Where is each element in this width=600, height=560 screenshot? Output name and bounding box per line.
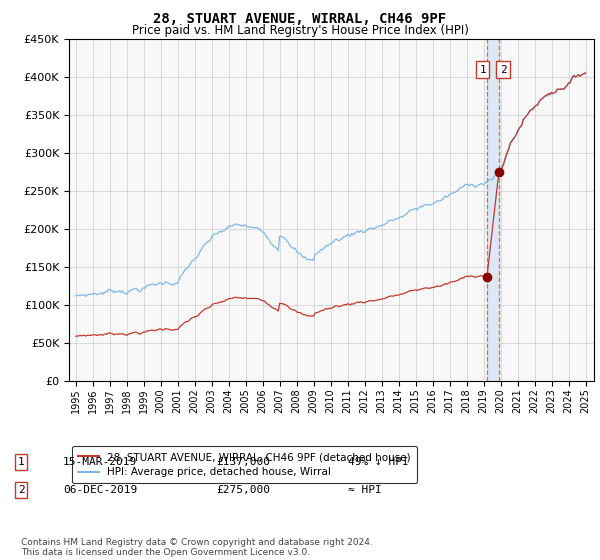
Text: 2: 2 [17,485,25,495]
Text: 2: 2 [500,64,506,74]
Text: 28, STUART AVENUE, WIRRAL, CH46 9PF: 28, STUART AVENUE, WIRRAL, CH46 9PF [154,12,446,26]
Text: £137,000: £137,000 [216,457,270,467]
Text: 06-DEC-2019: 06-DEC-2019 [63,485,137,495]
Text: Price paid vs. HM Land Registry's House Price Index (HPI): Price paid vs. HM Land Registry's House … [131,24,469,37]
Bar [487,39,499,381]
Text: 1: 1 [479,64,486,74]
Legend: 28, STUART AVENUE, WIRRAL, CH46 9PF (detached house), HPI: Average price, detach: 28, STUART AVENUE, WIRRAL, CH46 9PF (det… [71,446,417,483]
Text: 49% ↓ HPI: 49% ↓ HPI [348,457,409,467]
Text: ≈ HPI: ≈ HPI [348,485,382,495]
Text: £275,000: £275,000 [216,485,270,495]
Text: Contains HM Land Registry data © Crown copyright and database right 2024.
This d: Contains HM Land Registry data © Crown c… [21,538,373,557]
Text: 1: 1 [17,457,25,467]
Text: 15-MAR-2019: 15-MAR-2019 [63,457,137,467]
